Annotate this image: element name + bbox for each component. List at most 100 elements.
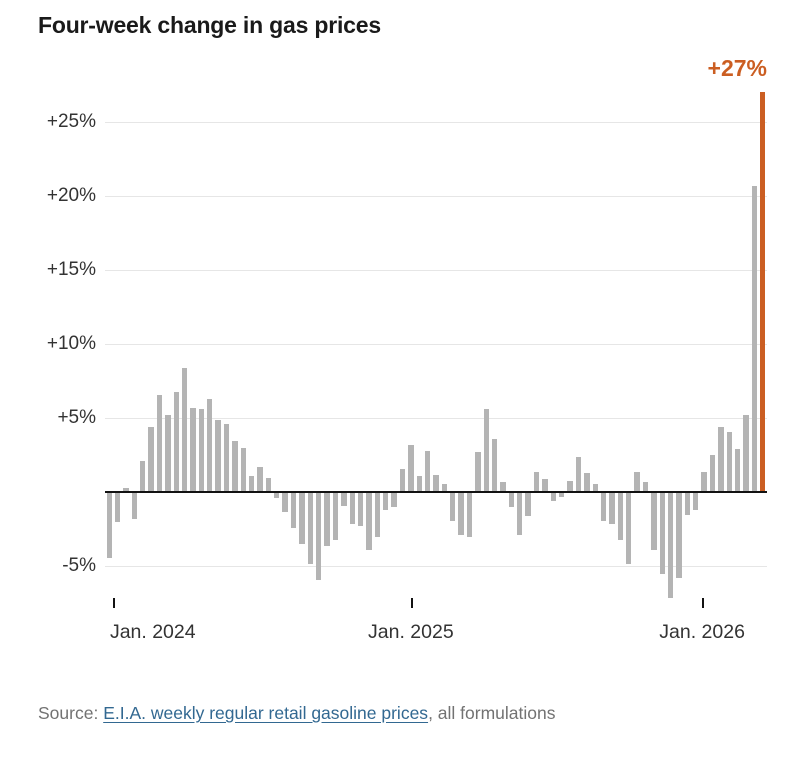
bar (659, 492, 665, 574)
bar (533, 471, 540, 493)
bar (316, 492, 322, 580)
source-link[interactable]: E.I.A. weekly regular retail gasoline pr… (103, 703, 429, 723)
bar (399, 468, 406, 493)
bar (274, 492, 280, 499)
bar (156, 394, 163, 493)
bar (450, 492, 456, 521)
bar (114, 492, 121, 523)
x-axis-tick (702, 598, 705, 608)
bar (257, 467, 263, 493)
bar (240, 447, 246, 493)
bar (391, 492, 397, 508)
highlight-bar (760, 92, 766, 493)
gridline (105, 270, 767, 272)
y-axis-label: +20% (46, 185, 96, 207)
bar (743, 415, 749, 493)
chart-title: Four-week change in gas prices (38, 12, 381, 38)
bar (525, 492, 531, 517)
x-axis-tick (112, 598, 115, 608)
bar (559, 492, 565, 497)
source-suffix: , all formulations (428, 703, 556, 723)
bar (642, 482, 649, 493)
gridline (105, 418, 767, 420)
gridline (105, 566, 767, 568)
bar (424, 450, 431, 493)
bar (483, 409, 489, 493)
bar (408, 445, 414, 493)
bar (366, 492, 372, 551)
zero-axis-line (105, 491, 767, 494)
bar (349, 492, 355, 524)
bar (542, 479, 548, 493)
bar (282, 492, 288, 512)
bar (341, 492, 347, 506)
bar (374, 492, 381, 537)
bar (140, 461, 146, 493)
highlight-value-label: +27% (707, 55, 767, 81)
bar (466, 492, 473, 537)
x-axis-label: Jan. 2025 (368, 621, 454, 643)
bar (265, 477, 272, 493)
source-prefix: Source: (38, 703, 104, 723)
bar (500, 482, 506, 493)
bar (550, 492, 556, 502)
bar (131, 492, 137, 520)
bar (458, 492, 464, 536)
bar (383, 492, 389, 511)
bar (181, 367, 188, 493)
bar (651, 492, 657, 551)
bar (123, 487, 129, 493)
bar (751, 185, 758, 493)
bar (584, 473, 590, 493)
bar (684, 492, 691, 515)
bar (198, 409, 205, 493)
gridline (105, 122, 767, 124)
y-axis-label: +15% (46, 259, 96, 281)
bar (734, 449, 741, 493)
bar (575, 456, 582, 493)
bar (592, 483, 598, 493)
bar (726, 431, 732, 493)
bar (148, 427, 154, 493)
bar (190, 407, 196, 493)
x-axis-label: Jan. 2024 (109, 621, 196, 643)
x-axis-tick (410, 598, 413, 608)
bar (634, 471, 640, 493)
bar (215, 419, 221, 493)
y-axis-label: +25% (46, 111, 96, 133)
bar (609, 492, 615, 524)
bar (106, 492, 112, 558)
bar (332, 492, 339, 540)
bar (567, 480, 573, 493)
y-axis-label: +5% (57, 407, 96, 429)
bar (173, 391, 179, 493)
y-axis-label: -5% (62, 555, 96, 577)
gridline (105, 196, 767, 198)
bar (207, 399, 213, 493)
bar (232, 440, 238, 493)
bar (600, 492, 607, 521)
bar (626, 492, 632, 564)
bar (441, 483, 448, 493)
bar (718, 427, 724, 493)
y-axis-label: +10% (46, 333, 96, 355)
bar (693, 492, 699, 511)
gridline (105, 344, 767, 346)
bar (676, 492, 682, 579)
bar (165, 415, 171, 493)
bar (248, 476, 255, 493)
bar (667, 492, 674, 598)
bar (517, 492, 523, 536)
source-line: Source: E.I.A. weekly regular retail gas… (38, 703, 555, 724)
bar (617, 492, 624, 540)
bar (307, 492, 313, 564)
bar (475, 452, 481, 493)
bar (299, 492, 305, 545)
bar (491, 439, 498, 493)
bar (701, 471, 707, 493)
bar (416, 476, 422, 493)
x-axis-label: Jan. 2026 (659, 621, 745, 643)
bar (508, 492, 515, 508)
bar (290, 492, 297, 528)
